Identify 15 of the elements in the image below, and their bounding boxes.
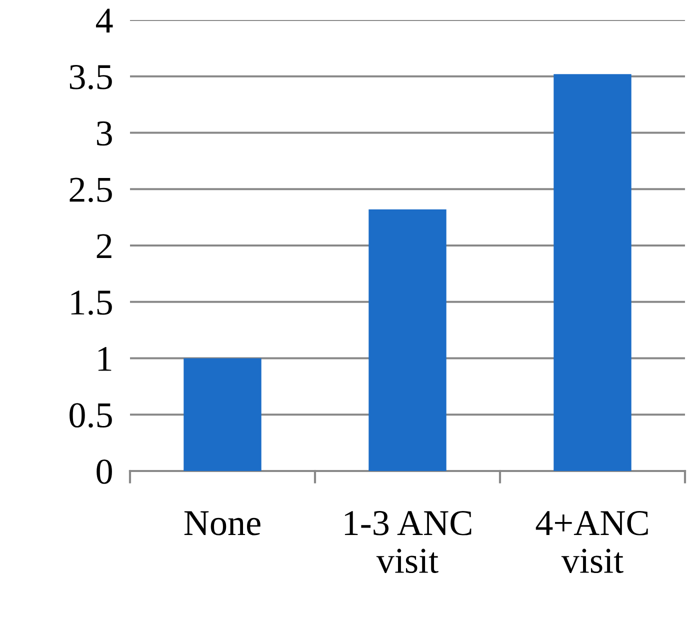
y-tick-label: 2 bbox=[96, 234, 112, 258]
x-tick-label: 1-3 ANC visit bbox=[344, 511, 472, 574]
x-tick-label: None bbox=[184, 511, 260, 536]
y-tick-label: 2.5 bbox=[70, 178, 112, 202]
y-tick-label: 1.5 bbox=[71, 290, 112, 315]
y-tick-label: 1 bbox=[98, 346, 112, 371]
bar bbox=[368, 209, 446, 471]
bar bbox=[554, 74, 632, 471]
x-tick-label: 4+ANC visit bbox=[536, 511, 648, 574]
bar bbox=[184, 358, 262, 471]
y-tick-label: 0.5 bbox=[70, 403, 112, 428]
y-tick-label: 0 bbox=[96, 460, 112, 484]
y-tick-label: 3 bbox=[97, 121, 112, 146]
y-tick-label: 4 bbox=[96, 8, 113, 33]
y-tick-label: 3.5 bbox=[70, 64, 112, 90]
